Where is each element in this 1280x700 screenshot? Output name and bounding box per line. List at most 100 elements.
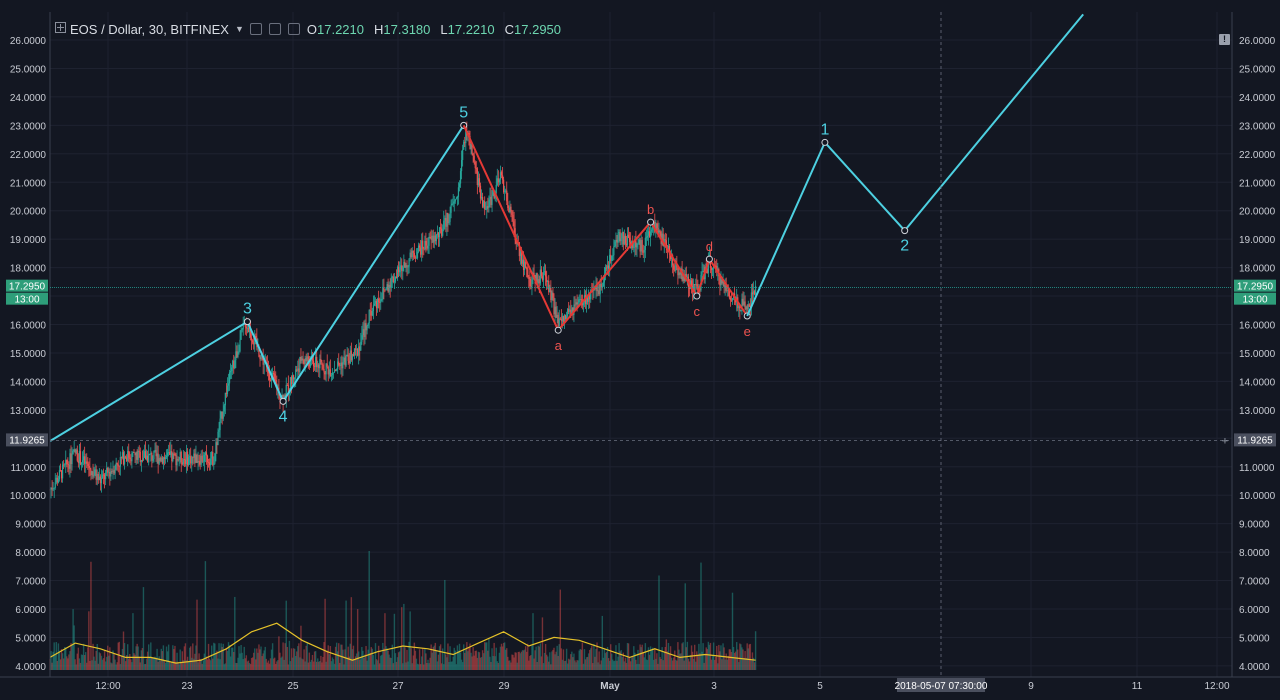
volume-bar xyxy=(617,656,619,670)
wave-point[interactable] xyxy=(243,318,251,326)
candle-body xyxy=(404,261,406,268)
volume-bar xyxy=(521,650,524,670)
candle-body xyxy=(582,302,584,306)
candle-body xyxy=(465,130,467,144)
candle-body xyxy=(287,385,289,393)
volume-bar xyxy=(748,644,750,670)
candle-body xyxy=(453,201,455,204)
volume-bar xyxy=(164,662,167,670)
volume-bar xyxy=(591,645,593,670)
volume-bar xyxy=(328,654,330,670)
volume-bar xyxy=(329,646,332,670)
candle-body xyxy=(540,269,542,277)
candle-body xyxy=(374,301,377,304)
volume-bar xyxy=(444,579,446,670)
volume-bar xyxy=(208,658,211,670)
candle-body xyxy=(395,276,398,278)
eye-icon[interactable] xyxy=(268,23,281,35)
volume-bar xyxy=(119,664,122,670)
volume-bar xyxy=(159,660,161,670)
wave-point[interactable] xyxy=(647,218,655,226)
crosshair-plus-icon[interactable]: + xyxy=(1222,435,1228,447)
candle-body xyxy=(672,255,674,266)
volume-bar xyxy=(650,649,653,670)
volume-bar xyxy=(477,651,480,670)
wave-point[interactable] xyxy=(554,326,562,334)
volume-bar xyxy=(647,647,650,670)
candle-body xyxy=(112,470,114,472)
time-tag-left xyxy=(6,292,48,305)
wave-point[interactable] xyxy=(279,397,287,405)
volume-bar xyxy=(332,659,335,670)
volume-bar xyxy=(383,648,385,670)
candle-body xyxy=(158,458,160,464)
candle-body xyxy=(524,261,526,271)
y-tick-label-right: 14.0000 xyxy=(1239,377,1276,388)
candle-body xyxy=(471,144,473,154)
volume-bar xyxy=(740,644,742,670)
candle-body xyxy=(529,278,531,287)
volume-bar xyxy=(426,662,428,670)
volume-bar xyxy=(472,647,474,670)
wave-point[interactable] xyxy=(821,138,829,146)
settings-icon[interactable] xyxy=(249,23,262,35)
volume-bar xyxy=(187,661,190,670)
candle-body xyxy=(102,474,105,476)
candle-body xyxy=(697,286,699,292)
volume-bar xyxy=(467,651,469,670)
candle-body xyxy=(500,172,503,176)
volume-bar xyxy=(545,654,548,670)
candle-body xyxy=(432,235,434,243)
close-icon[interactable] xyxy=(287,23,300,35)
add-indicator-icon[interactable] xyxy=(55,22,66,33)
wave-point[interactable] xyxy=(705,255,713,263)
info-icon[interactable]: ! xyxy=(1219,34,1230,45)
candle-body xyxy=(539,269,541,284)
volume-bar xyxy=(613,661,615,670)
candle-body xyxy=(740,310,742,311)
volume-bar xyxy=(367,649,369,670)
volume-bar xyxy=(596,642,598,670)
volume-bar xyxy=(354,656,357,670)
candle-body xyxy=(183,459,185,461)
volume-bar xyxy=(669,646,672,670)
candle-body xyxy=(412,250,414,253)
volume-bar xyxy=(276,661,278,670)
impulse-wave-line[interactable] xyxy=(49,124,465,442)
volume-bar xyxy=(236,663,238,670)
projection-wave-line[interactable] xyxy=(746,13,1084,317)
volume-bar xyxy=(301,658,303,670)
volume-bar xyxy=(309,661,312,670)
volume-bar xyxy=(395,661,398,670)
candle-body xyxy=(742,298,744,305)
candle-body xyxy=(429,236,431,238)
wave-point[interactable] xyxy=(693,292,701,300)
volume-bar xyxy=(594,656,596,670)
y-tick-label-right: 9.0000 xyxy=(1239,520,1270,531)
candle-body xyxy=(307,356,309,363)
volume-bar xyxy=(580,649,582,670)
crosshair-time-tag xyxy=(897,678,985,692)
volume-bar xyxy=(549,652,551,670)
volume-bar xyxy=(608,660,611,670)
candle-body xyxy=(296,369,298,371)
volume-bar xyxy=(381,654,383,670)
volume-bar xyxy=(496,661,498,670)
candle-body xyxy=(109,472,111,477)
chevron-down-icon[interactable]: ▼ xyxy=(234,24,244,34)
wave-point[interactable] xyxy=(901,227,909,235)
volume-bar xyxy=(560,648,563,670)
candle-body xyxy=(546,276,548,282)
candle-body xyxy=(309,357,311,367)
candle-body xyxy=(298,368,300,373)
candle-body xyxy=(60,470,63,479)
volume-bar xyxy=(145,658,148,670)
volume-bar xyxy=(579,648,581,670)
candle-body xyxy=(350,350,352,361)
candle-body xyxy=(527,269,529,278)
correction-wave-line[interactable] xyxy=(462,124,749,333)
candle-body xyxy=(722,281,724,284)
candle-body xyxy=(476,168,478,186)
symbol-label[interactable]: EOS / Dollar, 30, BITFINEX xyxy=(70,21,229,37)
